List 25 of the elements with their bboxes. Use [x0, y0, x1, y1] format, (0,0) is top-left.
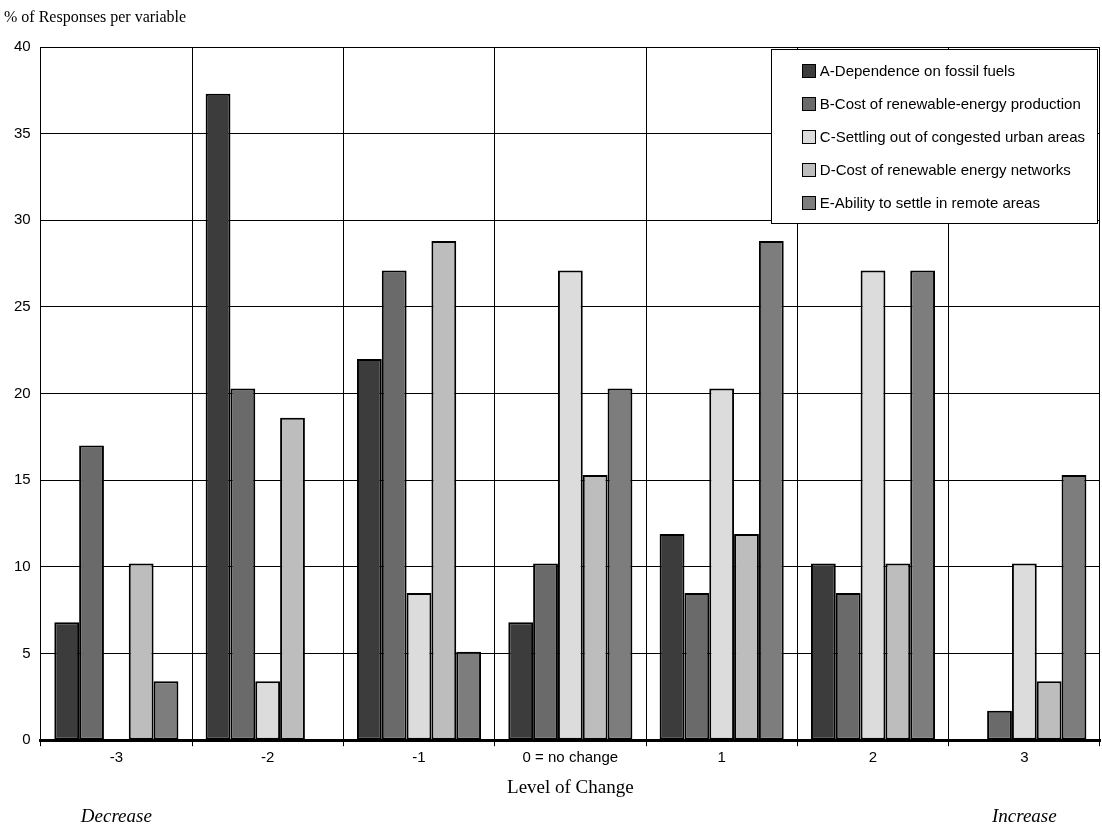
- x-tick-label: 1: [717, 748, 726, 766]
- text: Increase: [991, 805, 1057, 827]
- x-tick-label: -3: [109, 748, 124, 766]
- y-tick-label: 5: [22, 643, 31, 661]
- y-tick-label: 30: [14, 210, 31, 228]
- y-tick-label: 15: [14, 470, 31, 488]
- y-tick-label: 10: [14, 557, 31, 575]
- legend-label: D-Cost of renewable energy networks: [819, 160, 1071, 180]
- x-tick-label: 0 = no change: [522, 748, 619, 766]
- y-axis-title: % of Responses per variable: [4, 8, 187, 26]
- legend-label: A-Dependence on fossil fuels: [819, 61, 1015, 81]
- text: Decrease: [80, 805, 152, 827]
- y-tick-label: 20: [14, 383, 31, 401]
- x-tick-label: 3: [1020, 748, 1029, 766]
- y-tick-label: 0: [22, 730, 31, 748]
- legend-label: B-Cost of renewable-energy production: [819, 94, 1081, 114]
- x-tick-label: 2: [868, 748, 878, 766]
- y-tick-label: 35: [14, 123, 31, 141]
- y-tick-label: 25: [14, 297, 31, 315]
- x-tick-label: -1: [412, 748, 426, 766]
- legend-label: C-Settling out of congested urban areas: [819, 127, 1085, 147]
- legend-label: E-Ability to settle in remote areas: [819, 193, 1040, 213]
- x-tick-label: -2: [261, 748, 275, 766]
- y-tick-label: 40: [14, 37, 31, 55]
- x-axis-title: Level of Change: [507, 775, 634, 797]
